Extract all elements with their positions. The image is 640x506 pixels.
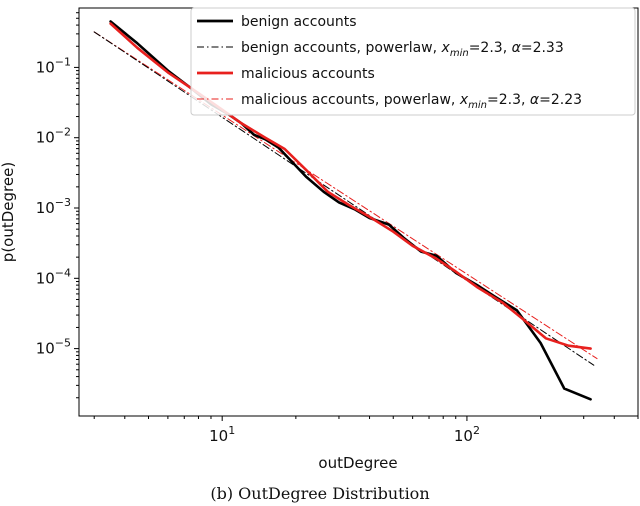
y-tick-label: 10−4 <box>36 266 71 287</box>
legend-label-2: malicious accounts <box>241 66 375 82</box>
y-tick-label: 10−2 <box>36 126 71 147</box>
legend-box <box>190 7 636 116</box>
y-axis-label: p(outDegree) <box>0 162 17 262</box>
ticks-layer: 101 102 10−5 10−4 10−3 10−2 10−1 <box>36 12 639 445</box>
figure-caption: (b) OutDegree Distribution <box>210 484 430 503</box>
x-axis-label: outDegree <box>318 454 397 472</box>
y-tick-label: 10−3 <box>36 196 71 217</box>
y-tick-label: 10−1 <box>36 55 71 76</box>
chart: 101 102 10−5 10−4 10−3 10−2 10−1 outDegree p(o… <box>0 7 639 472</box>
legend: benign accounts benign accounts, powerlaw… <box>190 7 636 116</box>
x-tick-label: 102 <box>454 424 480 445</box>
series-line-3 <box>93 31 598 360</box>
legend-label-3: malicious accounts, powerlaw, xmin=2.3, … <box>241 92 582 111</box>
legend-label-1: benign accounts, powerlaw, xmin=2.3, α=2… <box>241 40 564 59</box>
y-tick-label: 10−5 <box>36 337 71 358</box>
x-tick-label: 101 <box>209 424 235 445</box>
legend-label-0: benign accounts <box>241 14 357 30</box>
